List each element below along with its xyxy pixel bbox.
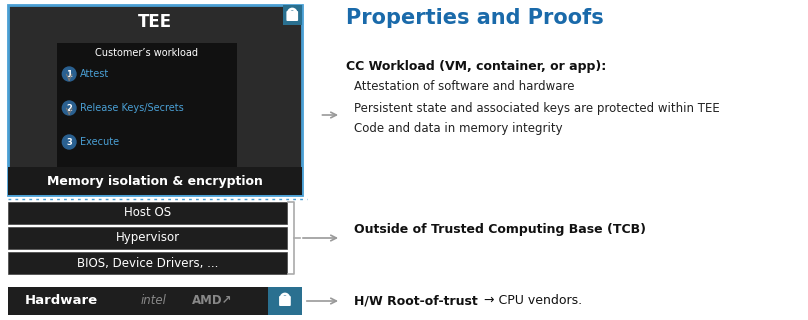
FancyBboxPatch shape	[268, 287, 302, 315]
Text: Attest: Attest	[80, 69, 109, 79]
FancyBboxPatch shape	[8, 252, 288, 274]
FancyBboxPatch shape	[57, 43, 237, 167]
FancyBboxPatch shape	[279, 296, 291, 306]
FancyBboxPatch shape	[8, 167, 302, 195]
Text: Code and data in memory integrity: Code and data in memory integrity	[354, 122, 562, 135]
Text: Properties and Proofs: Properties and Proofs	[346, 8, 604, 28]
Text: Host OS: Host OS	[124, 206, 171, 220]
Circle shape	[62, 135, 76, 149]
Text: H/W Root-of-trust: H/W Root-of-trust	[354, 294, 478, 307]
Text: 2: 2	[66, 103, 72, 113]
Text: AMD↗: AMD↗	[192, 294, 233, 308]
Text: → CPU vendors.: → CPU vendors.	[480, 294, 583, 307]
Text: intel: intel	[141, 294, 167, 308]
Text: CC Workload (VM, container, or app):: CC Workload (VM, container, or app):	[346, 60, 606, 73]
Text: Customer’s workload: Customer’s workload	[95, 48, 198, 58]
FancyBboxPatch shape	[8, 202, 288, 224]
Text: 3: 3	[66, 138, 72, 147]
Text: Persistent state and associated keys are protected within TEE: Persistent state and associated keys are…	[354, 102, 719, 115]
Text: Hypervisor: Hypervisor	[116, 231, 179, 244]
Circle shape	[62, 101, 76, 115]
FancyBboxPatch shape	[283, 5, 302, 25]
Text: Execute: Execute	[80, 137, 119, 147]
Text: Release Keys/Secrets: Release Keys/Secrets	[80, 103, 183, 113]
Text: BIOS, Device Drivers, ...: BIOS, Device Drivers, ...	[77, 257, 218, 269]
Text: Memory isolation & encryption: Memory isolation & encryption	[47, 174, 263, 188]
FancyBboxPatch shape	[8, 227, 288, 249]
FancyBboxPatch shape	[8, 5, 302, 195]
Circle shape	[62, 67, 76, 81]
FancyBboxPatch shape	[286, 11, 298, 21]
Text: 1: 1	[66, 69, 72, 78]
Text: Outside of Trusted Computing Base (TCB): Outside of Trusted Computing Base (TCB)	[354, 223, 646, 236]
Text: TEE: TEE	[138, 13, 172, 31]
FancyBboxPatch shape	[8, 287, 302, 315]
Text: Attestation of software and hardware: Attestation of software and hardware	[354, 80, 574, 93]
Text: Hardware: Hardware	[25, 294, 98, 308]
